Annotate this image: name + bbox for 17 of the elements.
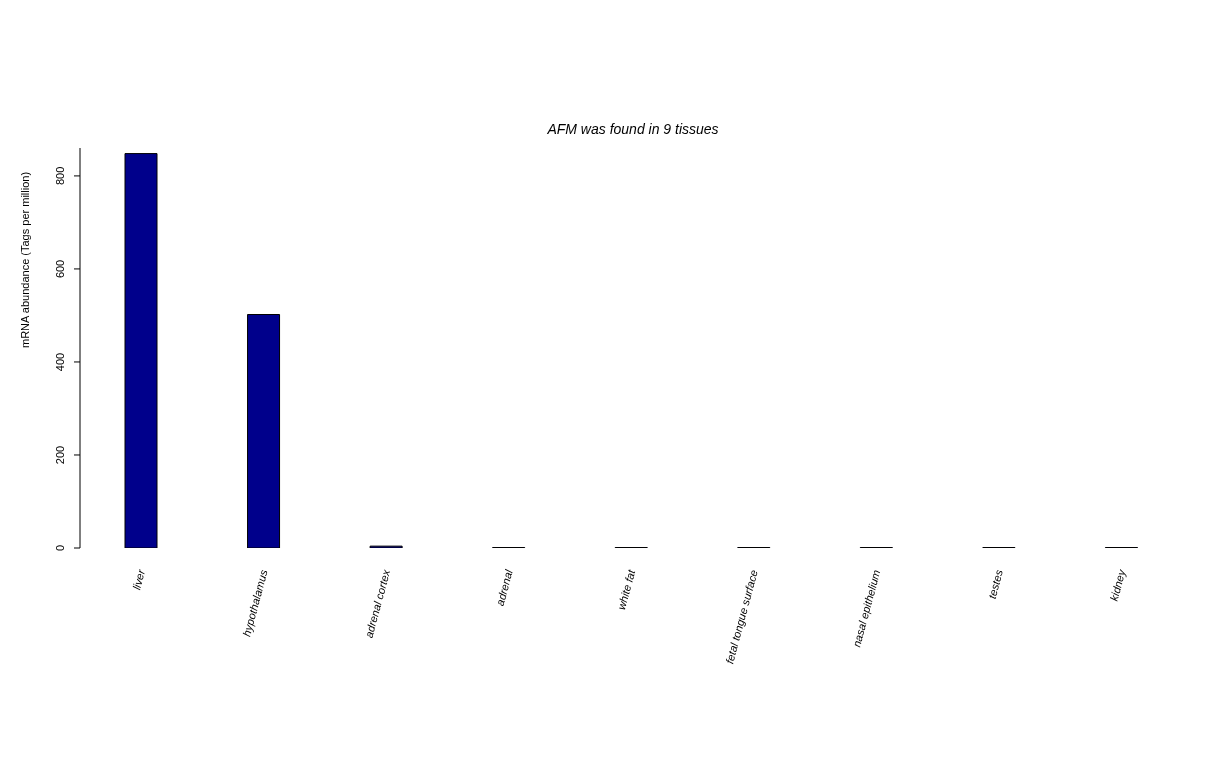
y-tick-label: 600 bbox=[54, 259, 66, 279]
y-tick-label: 0 bbox=[54, 544, 66, 552]
x-tick-label: white fat bbox=[615, 567, 638, 612]
y-tick-label: 800 bbox=[54, 166, 66, 186]
chart-title: AFM was found in 9 tissues bbox=[546, 121, 720, 137]
bar bbox=[124, 153, 158, 548]
x-tick-label: liver bbox=[130, 567, 148, 592]
x-tick-label: kidney bbox=[1107, 567, 1128, 603]
y-tick-label: 400 bbox=[54, 352, 66, 372]
x-tick-label: fetal tongue surface bbox=[723, 568, 760, 665]
x-tick-label: testes bbox=[985, 567, 1006, 600]
y-axis-title: mRNA abundance (Tags per million) bbox=[18, 171, 31, 348]
x-tick-label: adrenal cortex bbox=[362, 567, 393, 639]
y-tick-label: 200 bbox=[54, 445, 66, 465]
bar bbox=[247, 314, 281, 548]
x-tick-label: nasal epithelium bbox=[850, 568, 883, 649]
x-tick-label: adrenal bbox=[493, 567, 515, 608]
